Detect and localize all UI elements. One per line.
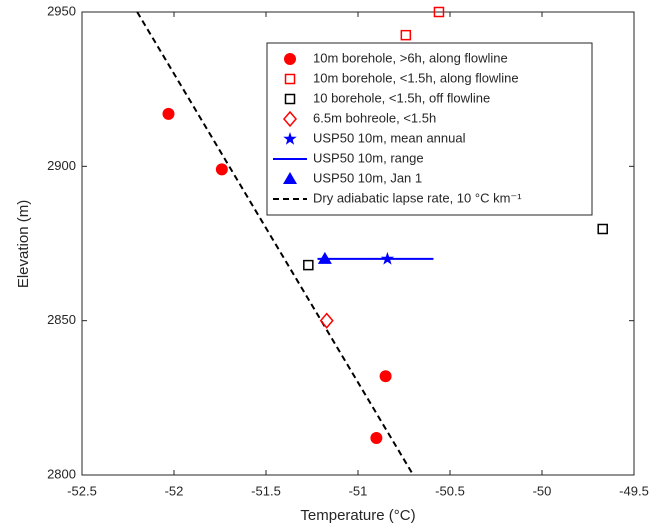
point — [319, 312, 334, 329]
x-tick-label: -49.5 — [619, 483, 649, 498]
legend-label: USP50 10m, Jan 1 — [313, 170, 422, 185]
x-tick-label: -50 — [533, 483, 552, 498]
legend-marker — [284, 73, 296, 85]
y-tick-label: 2900 — [47, 158, 76, 173]
legend-marker — [284, 93, 296, 105]
x-tick-label: -52 — [165, 483, 184, 498]
legend-label: 10 borehole, <1.5h, off flowline — [313, 90, 490, 105]
legend-label: 6.5m bohreole, <1.5h — [313, 110, 436, 125]
legend-marker — [283, 132, 297, 145]
point — [379, 370, 392, 383]
point — [400, 29, 412, 41]
legend-label: USP50 10m, range — [313, 150, 424, 165]
legend-label: 10m borehole, >6h, along flowline — [313, 50, 508, 65]
legend-label: Dry adiabatic lapse rate, 10 °C km⁻¹ — [313, 190, 522, 205]
y-axis-title: Elevation (m) — [15, 200, 32, 288]
legend-box — [266, 42, 593, 216]
point — [215, 163, 228, 176]
point — [597, 223, 608, 235]
point — [303, 259, 314, 271]
point — [317, 251, 332, 264]
x-axis-title: Temperature (°C) — [300, 507, 415, 524]
legend: 10m borehole, >6h, along flowline 10m bor… — [266, 42, 593, 216]
point — [162, 107, 175, 120]
legend-marker — [283, 172, 297, 184]
point — [433, 6, 445, 18]
y-tick-label: 2950 — [47, 3, 76, 18]
point — [370, 431, 383, 444]
x-tick-label: -50.5 — [435, 483, 465, 498]
y-tick-label: 2850 — [47, 312, 76, 327]
x-tick-label: -51 — [349, 483, 368, 498]
point — [380, 251, 395, 265]
x-tick-label: -51.5 — [251, 483, 281, 498]
y-tick-label: 2800 — [47, 466, 76, 481]
legend-marker — [283, 110, 297, 128]
x-tick-label: -52.5 — [67, 483, 97, 498]
legend-label: 10m borehole, <1.5h, along flowline — [313, 70, 519, 85]
legend-marker — [284, 53, 296, 65]
legend-label: USP50 10m, mean annual — [313, 130, 466, 145]
